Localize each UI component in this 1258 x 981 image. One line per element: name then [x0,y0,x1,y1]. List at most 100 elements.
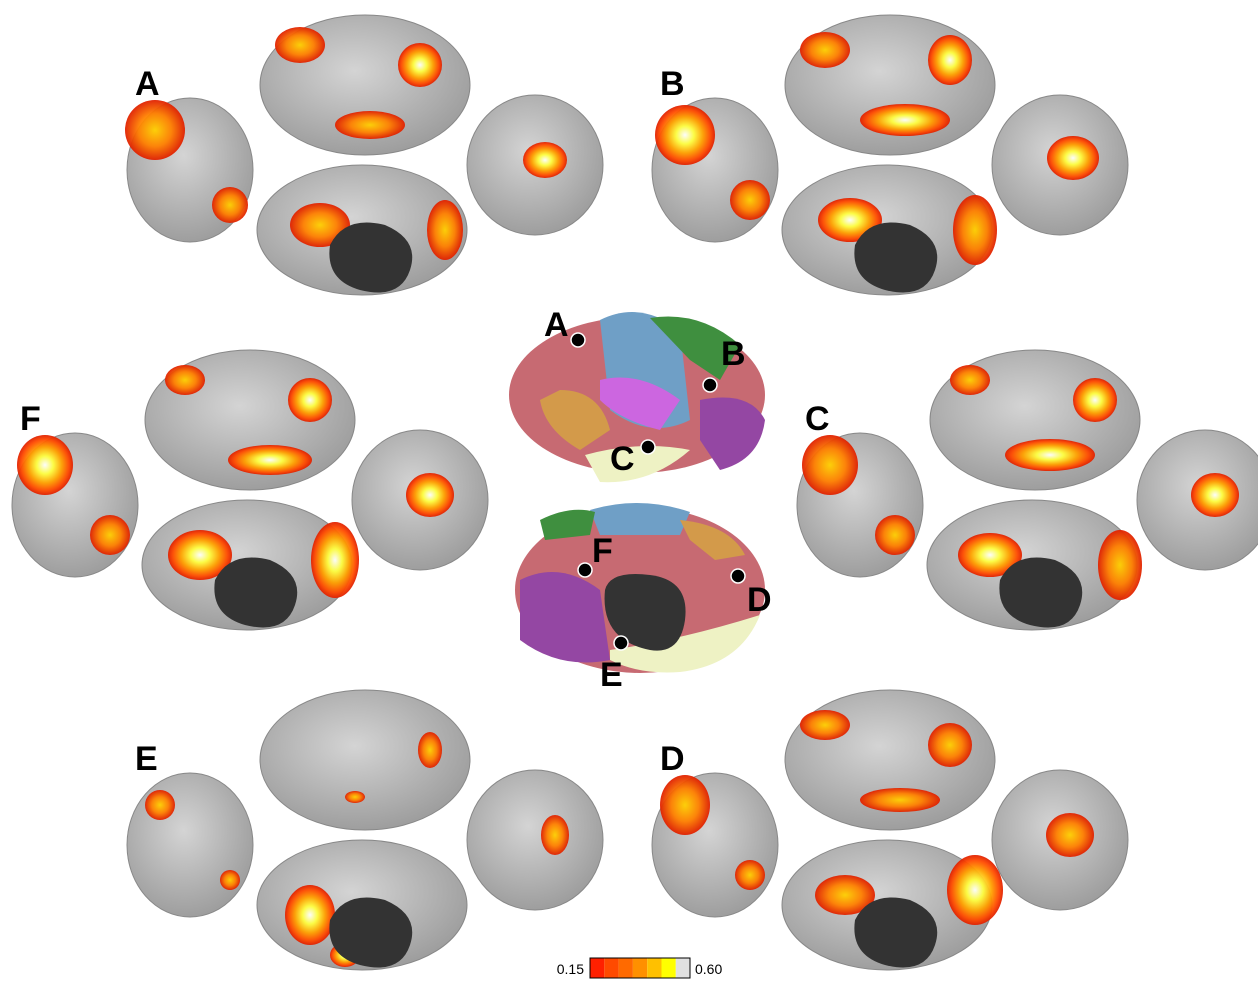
medial-wall [604,574,686,651]
activation [212,187,248,223]
panel-label: C [805,400,830,438]
center-brains: A B C F D E [509,306,772,694]
seed-dot [730,568,746,584]
medial-wall [999,557,1083,628]
activation [311,522,359,598]
activation [335,111,405,139]
activation [815,875,875,915]
activation [958,533,1022,577]
region [520,572,610,663]
colorbar-step [661,958,676,978]
seed-dot [640,439,656,455]
activation [660,775,710,835]
activation [275,27,325,63]
activation [947,855,1003,925]
brain-panel: F [11,349,489,631]
colorbar-frame [589,957,691,979]
activation [541,815,569,855]
colorbar-step [675,958,691,978]
activation [1047,136,1099,180]
brain-view [466,769,604,911]
activation [220,870,240,890]
seed-label: E [600,656,623,694]
colorbar-step [632,958,648,978]
seed-dot [577,562,593,578]
brain-view [126,772,254,918]
seed-label: C [610,440,635,478]
activation [1098,530,1142,600]
activation [1073,378,1117,422]
activation [145,790,175,820]
colorbar-max: 0.60 [695,961,722,977]
colorbar-min: 0.15 [557,961,584,977]
activation [165,365,205,395]
brain-panel: E [126,689,604,971]
seed-label: D [747,581,772,619]
colorbar-step [604,958,619,978]
activation [523,142,567,178]
region [680,520,745,560]
activation [288,378,332,422]
activation [398,43,442,87]
region [540,509,595,540]
activation [860,104,950,136]
activation [285,885,335,945]
activation [290,203,350,247]
panel-label: B [660,65,685,103]
activation [928,35,972,85]
seed-label: B [721,335,746,373]
panels: A B F C E D [11,14,1258,971]
colorbar-step [618,958,633,978]
medial-wall [329,897,413,968]
brain-panel: D [651,689,1129,971]
brain-panel: B [651,14,1129,296]
activation [860,788,940,812]
activation [655,105,715,165]
activation [950,365,990,395]
brain-panel: C [796,349,1258,631]
colorbar-step [590,958,605,978]
medial-wall [329,222,413,293]
activation [875,515,915,555]
activation [928,723,972,767]
region [650,316,740,380]
activation [735,860,765,890]
activation [427,200,463,260]
region [600,377,680,430]
region [610,615,760,673]
activation [418,732,442,768]
brain-view [259,689,471,831]
panel-label: D [660,740,685,778]
region [700,397,765,470]
medial-wall [214,557,298,628]
region [540,390,610,450]
panel-label: E [135,740,158,778]
activation [800,32,850,68]
activation [1046,813,1094,857]
medial-wall [854,897,938,968]
colorbar: 0.15 0.60 [557,957,722,979]
activation [406,473,454,517]
seed-label: A [544,306,569,344]
region [590,502,690,535]
panel-label: F [20,400,41,438]
panel-label: A [135,65,160,103]
activation [1191,473,1239,517]
activation [228,445,312,475]
colorbar-step [647,958,662,978]
activation [802,435,858,495]
medial-wall [854,222,938,293]
brain-panel: A [125,14,604,296]
seed-dot [702,377,718,393]
activation [730,180,770,220]
seed-dot [570,332,586,348]
activation [345,791,365,803]
activation [800,710,850,740]
activation [953,195,997,265]
activation [17,435,73,495]
activation [90,515,130,555]
region [585,446,690,483]
seed-label: F [592,532,613,570]
activation [168,530,232,580]
